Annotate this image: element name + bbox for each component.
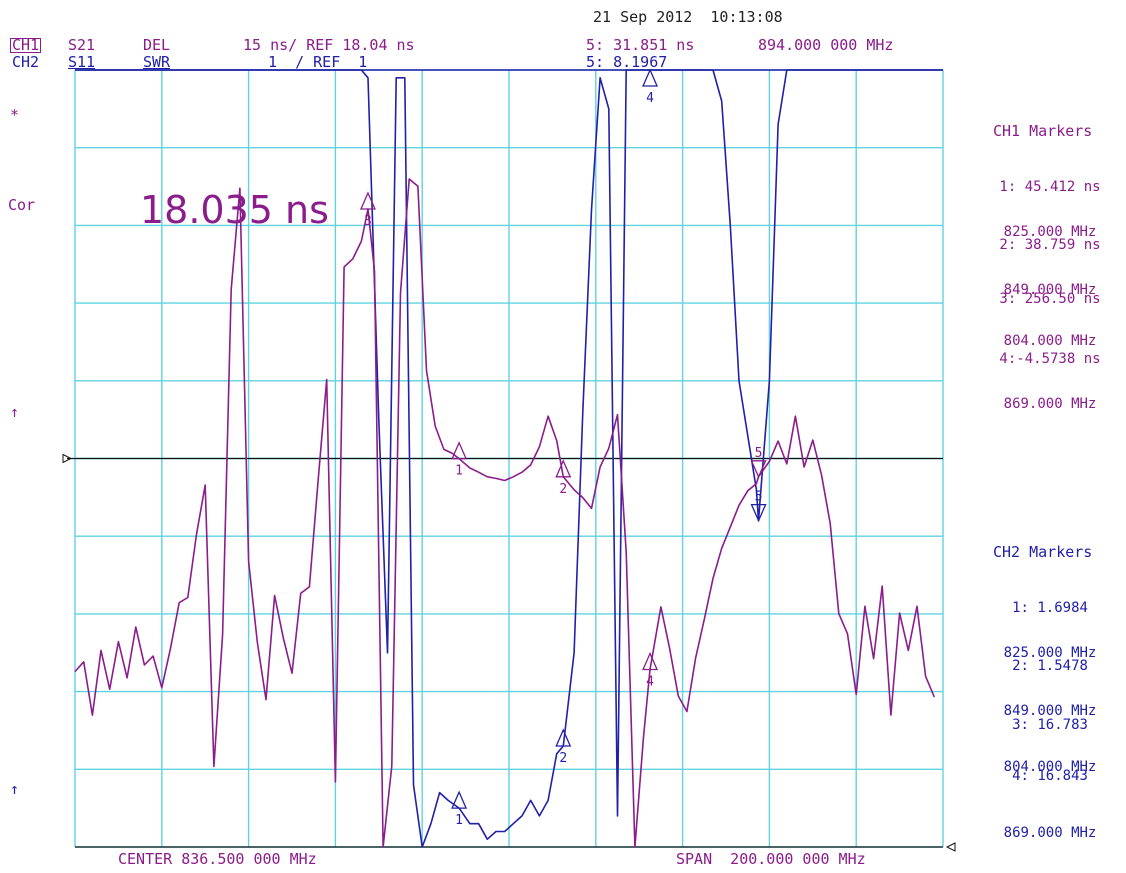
ch2-marker-3-value: 3: 16.783: [1012, 717, 1088, 733]
marker-ch1-3: 3: [359, 191, 376, 229]
reference-position-icon: [62, 453, 73, 464]
cor-indicator: Cor: [8, 196, 36, 214]
ch1-marker-4-freq: 869.000 MHz: [1003, 396, 1097, 412]
marker-triangle-icon: [451, 441, 468, 460]
marker-number: 5: [755, 490, 763, 505]
ch2-marker-4: 4: 16.843 869.000 MHz: [990, 740, 1110, 856]
ch1-marker-1-value: 1: 45.412 ns: [999, 179, 1101, 195]
marker-ch1-4: 4: [642, 651, 659, 690]
marker-triangle-icon: [642, 68, 659, 87]
ch2-marker-4-freq: 869.000 MHz: [1003, 825, 1097, 841]
ref-arrow-up-icon: ↑: [10, 403, 20, 421]
marker-number: 5: [755, 446, 763, 461]
center-frequency: CENTER 836.500 000 MHz: [118, 850, 317, 868]
ch1-marker-2: 2: 38.759 ns 849.000 MHz: [990, 209, 1110, 313]
marker-triangle-icon: [750, 504, 767, 523]
marker-ch1-1: 1: [451, 441, 468, 479]
ch2-marker-readout: 5: 8.1967: [586, 53, 668, 71]
ch1-trace-line: [74, 178, 936, 848]
ch1-marker-3-freq: 804.000 MHz: [1003, 333, 1097, 349]
marker-ch2-4: 4: [642, 68, 659, 106]
span-frequency: SPAN 200.000 000 MHz: [676, 850, 866, 868]
ch1-scale: 15 ns/ REF 18.04 ns: [243, 36, 415, 54]
marker-group: 1 2 3 4 5 1 2 4 5: [359, 68, 767, 828]
ch2-scale: 1 / REF 1: [268, 53, 368, 71]
marker-triangle-icon: [451, 790, 468, 809]
ch2-param: S11: [68, 53, 96, 71]
ref-arrow-up-icon: ↑: [10, 780, 20, 798]
ch1-marker-2-value: 2: 38.759 ns: [999, 237, 1101, 253]
ch2-label[interactable]: CH2: [12, 53, 40, 71]
ch2-marker-4-value: 4: 16.843: [1012, 768, 1088, 784]
ch1-trace-group: [74, 178, 936, 848]
ch1-marker-readout: 5: 31.851 ns: [586, 36, 695, 54]
ch2-marker-3-freq: 804.000 MHz: [1003, 759, 1097, 775]
datetime: 21 Sep 2012 10:13:08: [593, 8, 783, 26]
marker-triangle-icon: [555, 728, 572, 747]
ch1-marker-1-freq: 825.000 MHz: [1003, 224, 1097, 240]
ch2-markers-title: CH2 Markers: [993, 543, 1093, 561]
ch1-format: DEL: [143, 36, 171, 54]
ch1-marker-1: 1: 45.412 ns 825.000 MHz: [990, 151, 1110, 255]
marker-number: 2: [559, 482, 567, 497]
marker-number: 3: [364, 214, 372, 229]
ch1-param: S21: [68, 36, 96, 54]
ch2-trace-group: [75, 69, 943, 848]
ch1-marker-3: 3: 256.50 ns 804.000 MHz: [990, 264, 1110, 362]
marker-ch2-2: 2: [555, 728, 572, 766]
marker-number: 1: [455, 813, 463, 828]
marker-triangle-icon: [555, 459, 572, 478]
marker-ch2-5: 5: [750, 490, 767, 523]
marker-number: 1: [455, 464, 463, 479]
ch1-marker-4: 4:-4.5738 ns 869.000 MHz: [990, 323, 1110, 427]
star-indicator: *: [10, 106, 20, 124]
ch2-format: SWR: [143, 53, 171, 71]
marker-number: 4: [646, 675, 654, 690]
bottom-reference-icon: [945, 842, 956, 852]
ch2-marker-1: 1: 1.6984 825.000 MHz: [990, 572, 1110, 676]
ch2-marker-2-value: 2: 1.5478: [1012, 658, 1088, 674]
marker-ch1-2: 2: [555, 459, 572, 497]
ch1-marker-4-value: 4:-4.5738 ns: [999, 351, 1101, 367]
ch1-markers-title: CH1 Markers: [993, 122, 1093, 140]
marker-triangle-icon: [750, 460, 767, 479]
marker-triangle-icon: [359, 191, 376, 210]
ch2-marker-3: 3: 16.783 804.000 MHz: [990, 690, 1110, 788]
marker-triangle-icon: [642, 651, 659, 671]
ch1-label[interactable]: CH1: [10, 36, 42, 54]
ch2-marker-1-freq: 825.000 MHz: [1003, 645, 1097, 661]
marker-ch1-5: 5: [750, 446, 767, 479]
ch2-marker-2: 2: 1.5478 849.000 MHz: [990, 630, 1110, 734]
active-marker-readout: 18.035 ns: [140, 188, 329, 232]
ch2-marker-2-freq: 849.000 MHz: [1003, 703, 1097, 719]
marker-number: 4: [646, 91, 654, 106]
marker-number: 2: [559, 751, 567, 766]
ch2-marker-1-value: 1: 1.6984: [1012, 600, 1088, 616]
marker-ch2-1: 1: [451, 790, 468, 828]
ch1-marker-2-freq: 849.000 MHz: [1003, 282, 1097, 298]
ch1-marker-freq: 894.000 000 MHz: [758, 36, 894, 54]
ch2-trace-line: [75, 69, 943, 848]
ch1-marker-3-value: 3: 256.50 ns: [999, 291, 1101, 307]
